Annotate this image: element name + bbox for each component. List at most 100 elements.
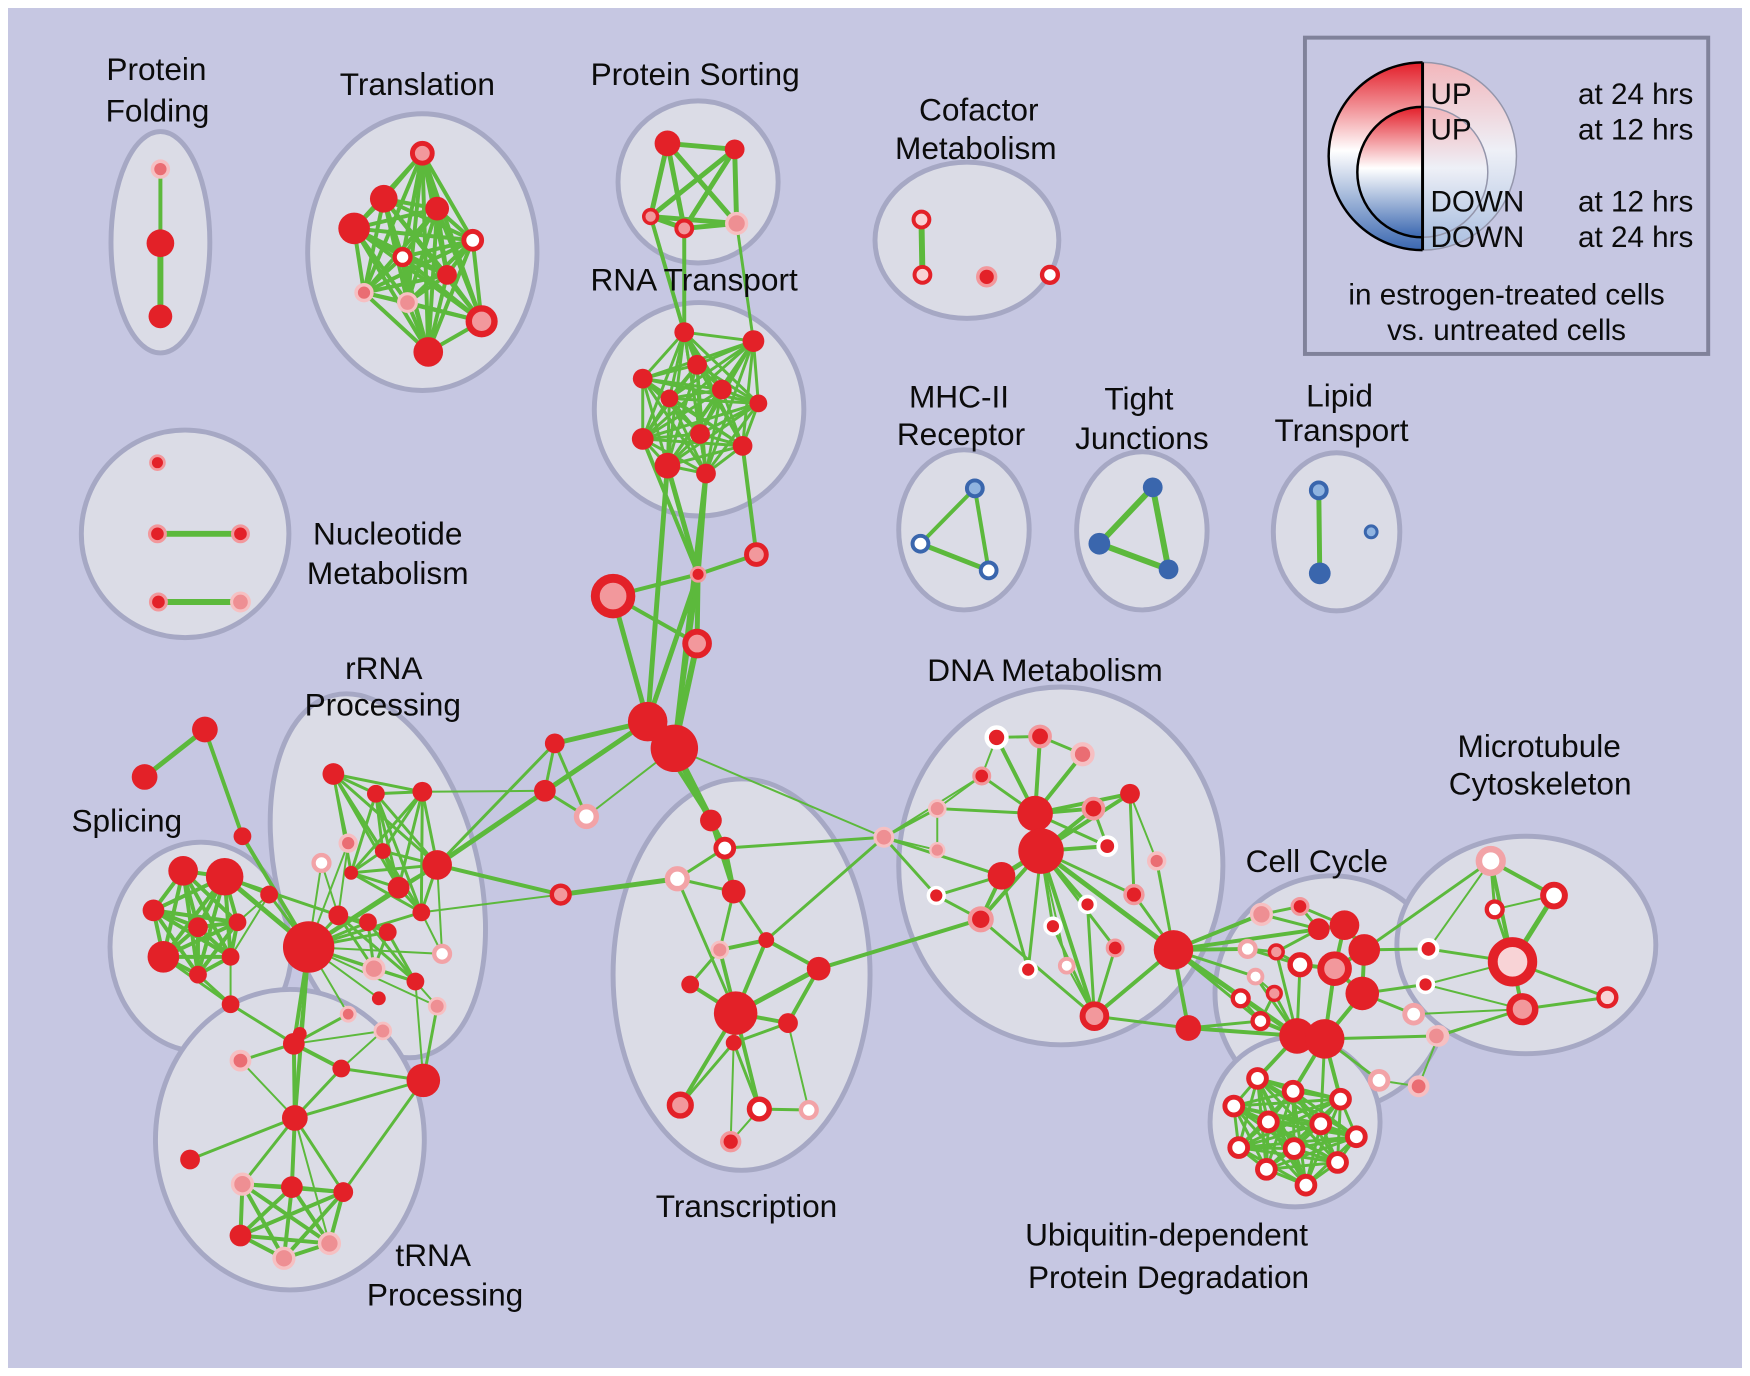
legend-row-time: at 24 hrs	[1578, 221, 1693, 254]
edge-rt1-rt2	[682, 330, 755, 343]
node-c2	[912, 264, 933, 285]
node-t9	[397, 292, 418, 313]
edge-cc19-mt6	[1424, 983, 1524, 1011]
edge-sp3-sp8	[151, 908, 200, 977]
legend-inner-circle	[1356, 105, 1423, 239]
cluster-labels: Protein Folding Translation Protein Sorting…	[71, 51, 1631, 1313]
node-dm2	[1028, 724, 1052, 749]
legend-row-label: UP	[1430, 113, 1471, 146]
node-t3	[425, 196, 450, 221]
edge-s1-s4	[664, 140, 687, 231]
edge-r3-r6	[381, 790, 424, 853]
node-dm4	[972, 766, 992, 786]
node-r11	[378, 923, 397, 942]
node-e1	[544, 733, 565, 754]
edge-hubT-tn14	[293, 1116, 331, 1245]
node-e2	[534, 779, 556, 802]
node-rt2	[742, 330, 765, 352]
node-pf1	[150, 159, 171, 179]
node-u2	[1281, 1079, 1305, 1103]
node-pf2	[146, 229, 175, 258]
edge-r11-r17	[386, 930, 417, 984]
node-tc12	[666, 1091, 694, 1119]
edge-s3-rt1	[648, 214, 687, 335]
legend-row-time: at 12 hrs	[1578, 186, 1693, 219]
legend-inner-circle-faded	[1422, 106, 1489, 239]
edge-tn8-hubT	[293, 1078, 425, 1120]
edge-j2-j3	[1096, 540, 1172, 573]
node-tc8	[806, 956, 831, 981]
edge-tn8-tn12	[341, 1078, 425, 1194]
legend-row-label: DOWN	[1430, 221, 1524, 254]
edge-r1-r7	[331, 772, 353, 875]
edge-r8-r17	[336, 913, 417, 984]
edge-rt1-rt9	[641, 330, 686, 441]
edge-px-tc2	[723, 835, 886, 850]
node-tc4	[721, 879, 746, 904]
node-s4	[674, 218, 695, 239]
cluster-bubble-cofactor-metabolism	[872, 159, 1062, 321]
edge-r2-r13	[374, 792, 439, 867]
edge-r3-r7	[349, 790, 424, 875]
cluster-label: Metabolism	[307, 555, 469, 591]
node-r12	[412, 903, 431, 922]
node-g3	[233, 827, 252, 846]
node-r13	[422, 850, 452, 880]
cluster-label: Metabolism	[895, 130, 1057, 166]
node-j3	[1158, 559, 1179, 580]
edge-tn6-tn1	[292, 1029, 384, 1045]
node-s5	[725, 211, 749, 236]
node-sp9	[221, 947, 240, 966]
node-dm5	[927, 799, 947, 818]
node-dm25	[1153, 930, 1194, 970]
node-r14	[362, 957, 386, 981]
edge-hubT-tn10	[240, 1116, 297, 1186]
node-cc25	[1407, 1075, 1430, 1098]
node-m3	[978, 560, 999, 581]
node-n2	[147, 524, 167, 544]
legend: UP at 24 hrs UP at 12 hrs DOWN at 12 hrs…	[1302, 35, 1711, 356]
edge-s2-s3	[648, 146, 738, 220]
node-cc11	[1265, 984, 1283, 1003]
node-dm10	[1017, 795, 1053, 832]
edge-rt7-rt12	[704, 401, 760, 476]
legend-row-time: at 24 hrs	[1578, 78, 1693, 111]
edge-u4-u7	[1232, 1104, 1358, 1139]
node-cc4	[1329, 910, 1360, 941]
node-tc15	[720, 1130, 742, 1153]
node-cc10	[1317, 951, 1352, 986]
node-r4	[338, 833, 358, 853]
node-r1	[322, 763, 345, 785]
edge-rt7-rt11	[665, 401, 760, 468]
node-dm17	[1077, 894, 1098, 915]
node-dm16	[967, 906, 994, 933]
edge-e1-r13	[435, 741, 557, 867]
cluster-label: Splicing	[71, 802, 182, 838]
edge-dm14-dm6	[1129, 792, 1158, 862]
node-dm14	[1147, 851, 1167, 871]
node-cc1	[1249, 902, 1274, 926]
node-g2	[131, 764, 158, 790]
edge-dm6-dm18	[1128, 792, 1136, 897]
node-x1	[689, 566, 707, 583]
edge-tn11-tn13	[238, 1185, 294, 1238]
node-dm12	[1096, 835, 1119, 858]
edge-m2-m3	[917, 541, 992, 573]
node-rt11	[654, 452, 681, 479]
node-cc14	[1250, 1011, 1271, 1032]
edge-tn6-tn3	[340, 1029, 384, 1070]
edge-r7-r12	[349, 871, 423, 914]
node-cc18	[1417, 938, 1440, 960]
node-tn15	[272, 1246, 296, 1270]
node-hub2	[650, 724, 699, 773]
edge-rt11-x1	[664, 463, 701, 577]
edge-u10-u11	[1264, 1160, 1340, 1171]
node-tn14	[317, 1231, 342, 1256]
edge-t5-t6	[400, 238, 475, 260]
node-cc12	[1230, 988, 1251, 1009]
edge-rt5-rt12	[704, 388, 724, 476]
cluster-label: Ubiquitin-dependent	[1025, 1216, 1308, 1252]
node-cc24	[1367, 1069, 1391, 1092]
node-rt12	[696, 463, 716, 484]
node-cc8	[1348, 934, 1381, 966]
